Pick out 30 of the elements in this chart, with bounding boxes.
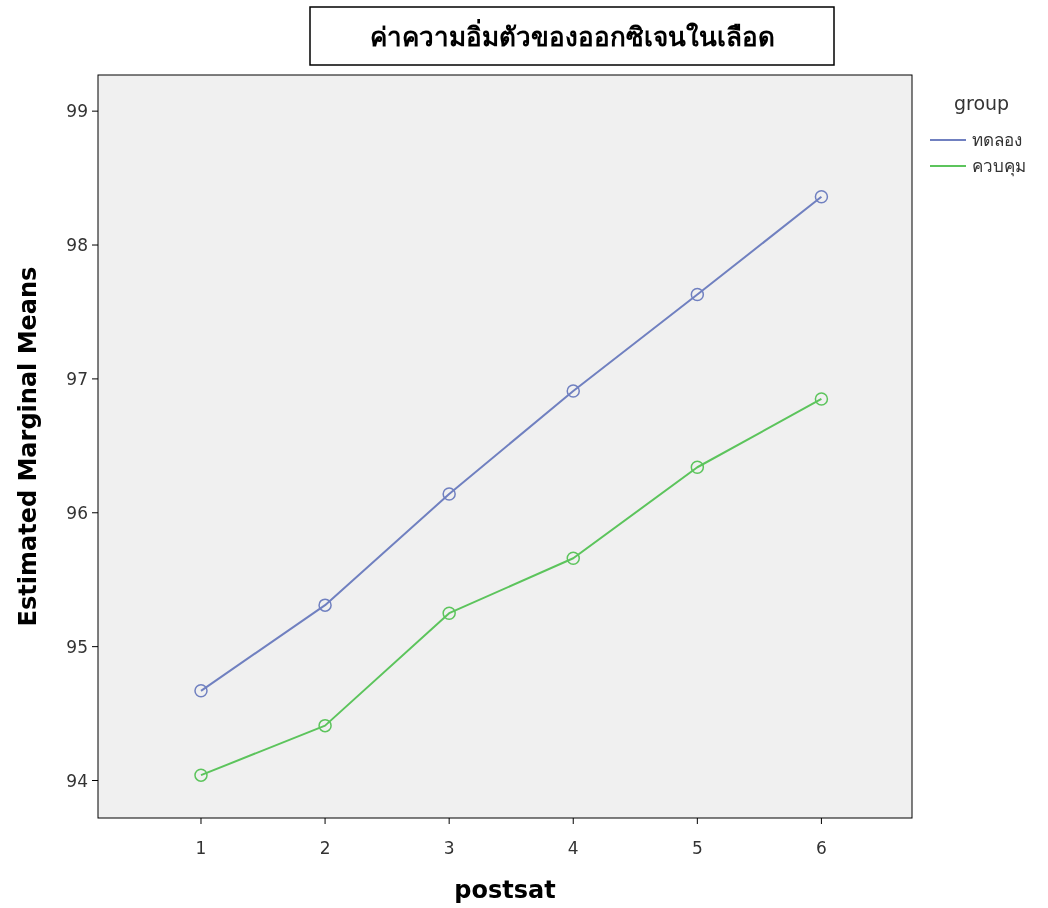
y-axis-title: Estimated Marginal Means <box>14 266 42 627</box>
point <box>194 684 208 698</box>
point <box>566 551 580 566</box>
x-tick-label: 3 <box>443 838 455 858</box>
x-axis-title: postsat <box>454 876 556 904</box>
y-tick-label: 99 <box>66 101 88 122</box>
point <box>566 384 580 398</box>
point <box>194 768 208 782</box>
legend-label: ควบคุม <box>972 156 1026 177</box>
y-tick-label: 98 <box>66 235 88 256</box>
point <box>690 460 705 474</box>
x-tick-label: 2 <box>319 838 331 858</box>
x-tick-label: 4 <box>567 838 579 858</box>
y-tick-label: 95 <box>66 636 88 657</box>
point <box>814 392 829 406</box>
x-tick-label: 5 <box>691 838 703 858</box>
point <box>814 190 829 204</box>
point <box>690 287 705 302</box>
x-tick-label: 6 <box>816 838 827 858</box>
y-tick-label: 97 <box>66 368 88 389</box>
point <box>318 598 332 612</box>
chart-title: ค่าความอิ่มตัวของออกซิเจนในเลือด <box>369 18 775 52</box>
legend-label: ทดลอง <box>972 130 1022 150</box>
x-tick-label: 1 <box>195 838 207 858</box>
point <box>318 718 332 733</box>
point <box>442 606 456 620</box>
y-tick-label: 94 <box>66 770 88 791</box>
point <box>442 487 456 501</box>
legend-title: group <box>954 92 1010 114</box>
y-tick-label: 96 <box>66 502 88 523</box>
